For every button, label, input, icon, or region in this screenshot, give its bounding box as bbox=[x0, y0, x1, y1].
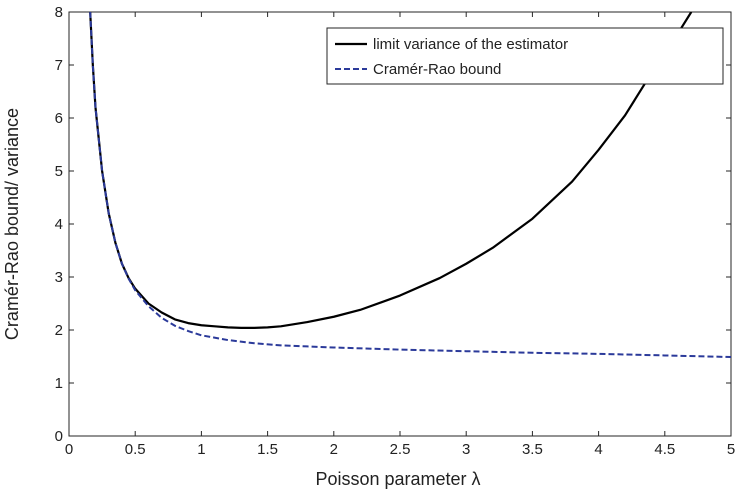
x-axis-title: Poisson parameter λ bbox=[315, 469, 480, 489]
y-tick-label: 1 bbox=[55, 375, 63, 392]
y-tick-label: 3 bbox=[55, 269, 63, 286]
y-tick-label: 0 bbox=[55, 428, 63, 445]
x-tick-label: 0.5 bbox=[125, 441, 146, 458]
x-tick-label: 5 bbox=[727, 441, 735, 458]
legend: limit variance of the estimator Cramér-Ra… bbox=[326, 27, 724, 85]
x-tick-label: 0 bbox=[65, 441, 73, 458]
y-axis-title: Cramér-Rao bound/ variance bbox=[2, 108, 22, 340]
x-tick-label: 1 bbox=[197, 441, 205, 458]
y-tick-label: 8 bbox=[55, 4, 63, 21]
y-tick-label: 6 bbox=[55, 110, 63, 127]
y-tick-label: 4 bbox=[55, 216, 63, 233]
x-tick-label: 2.5 bbox=[390, 441, 411, 458]
legend-label-2: Cramér-Rao bound bbox=[373, 61, 501, 78]
x-tick-label: 3 bbox=[462, 441, 470, 458]
x-tick-label: 4 bbox=[594, 441, 602, 458]
y-tick-label: 7 bbox=[55, 57, 63, 74]
x-tick-label: 1.5 bbox=[257, 441, 278, 458]
x-tick-label: 2 bbox=[330, 441, 338, 458]
x-tick-label: 4.5 bbox=[654, 441, 675, 458]
y-tick-label: 5 bbox=[55, 163, 63, 180]
series-line-2 bbox=[89, 12, 731, 359]
x-tick-label: 3.5 bbox=[522, 441, 543, 458]
legend-box bbox=[326, 27, 724, 85]
y-tick-label: 2 bbox=[55, 322, 63, 339]
series-layer bbox=[89, 12, 731, 359]
legend-label-1: limit variance of the estimator bbox=[373, 36, 568, 53]
